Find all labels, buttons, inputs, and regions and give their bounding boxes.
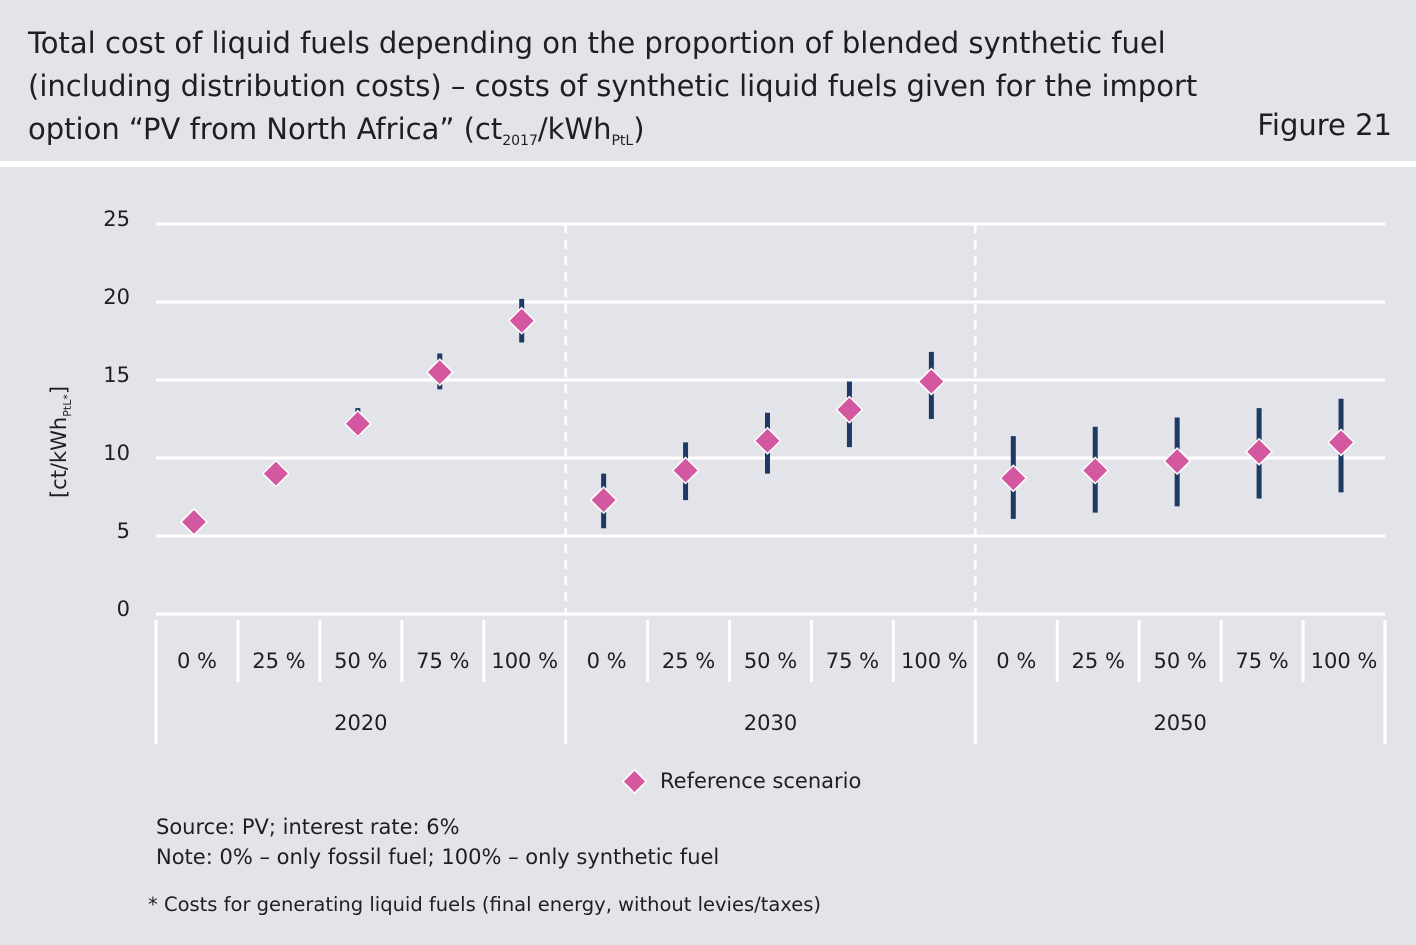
data-point-diamond bbox=[1081, 456, 1110, 485]
data-point-diamond bbox=[589, 486, 618, 515]
y-tick-label: 0 bbox=[117, 597, 130, 621]
x-category-label: 0 % bbox=[177, 649, 217, 673]
data-point-diamond bbox=[425, 358, 454, 387]
x-category-label: 25 % bbox=[1072, 649, 1125, 673]
figure-number: Figure 21 bbox=[1257, 108, 1392, 142]
x-category-label: 25 % bbox=[662, 649, 715, 673]
x-category-label: 75 % bbox=[416, 649, 469, 673]
x-category-label: 25 % bbox=[252, 649, 305, 673]
title-divider bbox=[0, 161, 1416, 167]
chart-title: Total cost of liquid fuels depending on … bbox=[28, 26, 1198, 149]
y-tick-label: 5 bbox=[117, 519, 130, 543]
title-band: Total cost of liquid fuels depending on … bbox=[0, 0, 1416, 160]
y-tick-label: 10 bbox=[103, 441, 130, 465]
data-point-diamond bbox=[999, 464, 1028, 493]
x-category-label: 50 % bbox=[1153, 649, 1206, 673]
legend: Reference scenario bbox=[623, 766, 862, 796]
data-point-diamond bbox=[671, 456, 700, 485]
data-point-diamond bbox=[179, 507, 209, 537]
x-category-label: 0 % bbox=[996, 649, 1036, 673]
data-point-diamond bbox=[1245, 437, 1274, 466]
data-point-diamond bbox=[753, 426, 782, 455]
x-category-label: 50 % bbox=[334, 649, 387, 673]
x-category-label: 50 % bbox=[744, 649, 797, 673]
y-tick-label: 15 bbox=[103, 363, 130, 387]
x-group-label: 2050 bbox=[1153, 711, 1206, 735]
y-axis-label: [ct/kWhPtL*] bbox=[47, 385, 74, 499]
x-category-label: 75 % bbox=[1235, 649, 1288, 673]
data-point-diamond bbox=[1326, 428, 1356, 457]
y-tick-label: 20 bbox=[103, 285, 130, 309]
data-point-diamond bbox=[343, 409, 372, 438]
data-point-diamond bbox=[507, 306, 536, 335]
explanatory-note: Note: 0% – only fossil fuel; 100% – only… bbox=[156, 845, 720, 869]
x-category-label: 100 % bbox=[1311, 649, 1378, 673]
legend-label: Reference scenario bbox=[660, 769, 862, 793]
data-point-diamond bbox=[835, 395, 864, 424]
footnote: * Costs for generating liquid fuels (fin… bbox=[148, 893, 821, 916]
y-tick-label: 25 bbox=[103, 207, 130, 231]
legend-diamond-icon bbox=[623, 770, 646, 792]
x-category-label: 100 % bbox=[901, 649, 968, 673]
x-group-label: 2020 bbox=[334, 711, 387, 735]
x-category-label: 0 % bbox=[587, 649, 627, 673]
data-point-diamond bbox=[261, 459, 290, 488]
x-category-label: 75 % bbox=[826, 649, 879, 673]
x-category-label: 100 % bbox=[491, 649, 558, 673]
source-note: Source: PV; interest rate: 6% bbox=[156, 815, 460, 839]
data-point-diamond bbox=[917, 367, 946, 396]
x-group-label: 2030 bbox=[744, 711, 797, 735]
data-point-diamond bbox=[1163, 447, 1192, 476]
